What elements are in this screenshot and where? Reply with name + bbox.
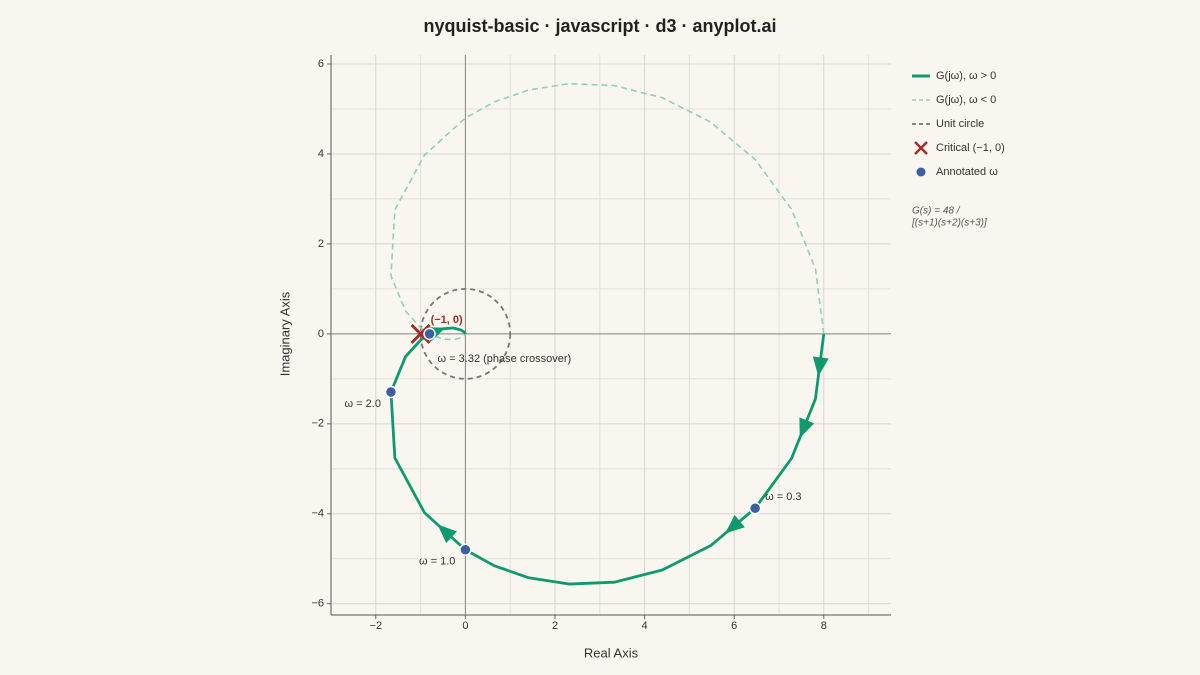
annotation-label: ω = 1.0 <box>419 556 455 568</box>
legend-swatch <box>914 141 928 155</box>
y-tick-label: 0 <box>318 328 324 340</box>
direction-arrow <box>812 356 829 377</box>
direction-arrow <box>725 515 745 534</box>
x-tick-label: −2 <box>370 620 383 632</box>
annotated-point <box>748 502 762 515</box>
x-axis-label: Real Axis <box>584 645 639 660</box>
critical-label: (−1, 0) <box>431 314 463 326</box>
annotated-point <box>459 543 472 557</box>
y-tick-label: 2 <box>318 238 324 250</box>
transfer-function: G(s) = 48 / <box>912 206 961 217</box>
y-tick-label: 6 <box>318 58 324 70</box>
annotated-point <box>423 327 436 341</box>
x-tick-label: 6 <box>731 620 737 632</box>
x-tick-label: 2 <box>552 620 558 632</box>
annotation-label: ω = 3.32 (phase crossover) <box>438 353 572 365</box>
annotation-label: ω = 0.3 <box>765 491 801 503</box>
y-tick-label: −6 <box>311 598 324 610</box>
legend-label: Unit circle <box>936 118 984 130</box>
legend-label: G(jω), ω > 0 <box>936 70 996 82</box>
annotated-point <box>384 385 398 399</box>
legend-swatch <box>916 167 926 177</box>
chart-title: nyquist-basic · javascript · d3 · anyplo… <box>423 16 776 36</box>
y-tick-label: −2 <box>311 418 324 430</box>
annotation-label: ω = 2.0 <box>345 398 381 410</box>
direction-arrow <box>437 524 457 544</box>
x-tick-label: 8 <box>821 620 827 632</box>
x-tick-label: 4 <box>642 620 648 632</box>
x-tick-label: 0 <box>462 620 468 632</box>
y-axis-label: Imaginary Axis <box>277 291 292 376</box>
direction-arrow <box>799 417 815 438</box>
nyquist-curve <box>390 82 825 341</box>
unit-circle <box>419 287 512 380</box>
critical-point <box>410 323 431 344</box>
y-tick-label: 4 <box>318 148 324 160</box>
legend-label: Critical (−1, 0) <box>936 142 1005 154</box>
legend-label: Annotated ω <box>936 166 998 178</box>
y-tick-label: −4 <box>311 508 324 520</box>
legend-label: G(jω), ω < 0 <box>936 94 996 106</box>
transfer-function: [(s+1)(s+2)(s+3)] <box>911 218 987 229</box>
